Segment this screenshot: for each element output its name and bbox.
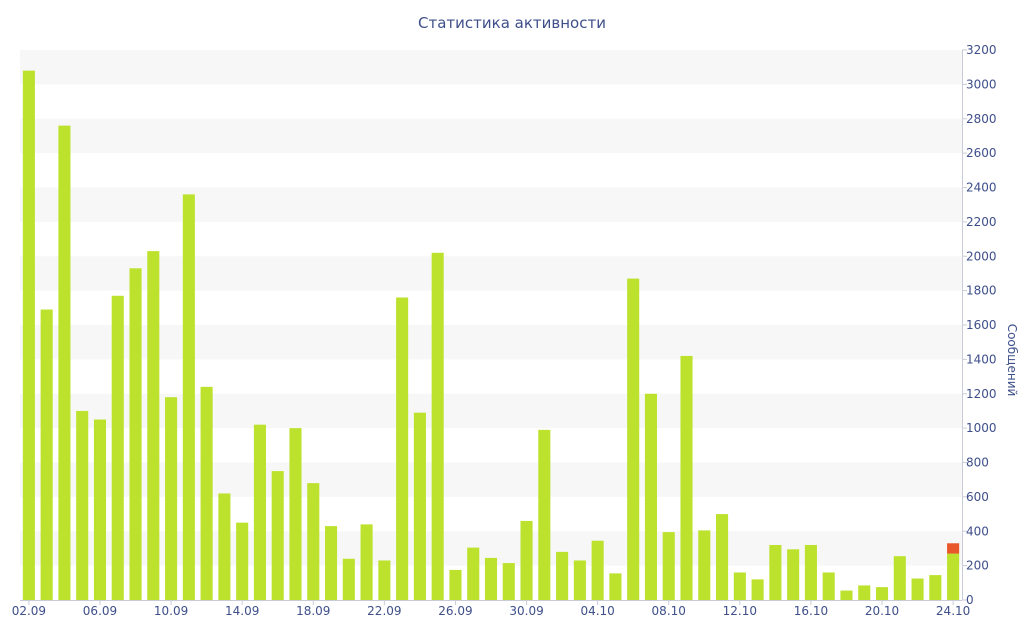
bar: [609, 573, 622, 600]
bar: [236, 522, 249, 600]
bar: [644, 393, 658, 600]
bar: [947, 553, 960, 600]
bar: [556, 551, 569, 600]
x-tick-label: 06.09: [83, 604, 117, 618]
bar: [573, 560, 586, 600]
y-tick-label: 1000: [966, 421, 997, 435]
grid-band: [20, 118, 962, 154]
bar: [733, 572, 746, 600]
bar: [502, 563, 515, 600]
y-tick-label: 1400: [966, 352, 997, 366]
bar: [698, 530, 711, 600]
bar: [22, 70, 35, 600]
y-tick-label: 3200: [966, 43, 997, 57]
bar: [751, 579, 764, 600]
bar: [875, 587, 889, 600]
bar: [627, 278, 640, 600]
bar: [289, 428, 302, 600]
bar: [787, 549, 800, 600]
bar: [929, 575, 942, 600]
bar: [520, 520, 533, 600]
bar: [147, 251, 160, 600]
x-tick-label: 26.09: [438, 604, 472, 618]
y-tick-label: 1600: [966, 318, 997, 332]
bar: [360, 524, 373, 600]
y-tick-label: 2000: [966, 249, 997, 263]
bar: [182, 194, 195, 600]
bar: [413, 412, 426, 600]
bar: [840, 590, 853, 600]
x-tick-label: 14.09: [225, 604, 259, 618]
x-tick-label: 04.10: [580, 604, 614, 618]
y-tick-label: 3000: [966, 77, 997, 91]
bar: [538, 429, 551, 600]
x-tick-label: 20.10: [865, 604, 899, 618]
x-tick-label: 08.10: [652, 604, 686, 618]
bar: [378, 560, 391, 600]
bar: [431, 252, 444, 600]
bar: [662, 532, 675, 600]
bar: [769, 545, 782, 600]
bar: [218, 493, 231, 600]
bar: [858, 585, 871, 600]
grid-band: [20, 462, 962, 497]
chart-title: Статистика активности: [418, 14, 606, 32]
bar: [165, 397, 178, 600]
x-tick-label: 10.09: [154, 604, 188, 618]
bar: [716, 514, 729, 600]
x-tick-label: 30.09: [509, 604, 543, 618]
grid-band: [20, 187, 962, 222]
grid-band: [20, 256, 962, 291]
bar: [307, 483, 320, 600]
bar: [40, 309, 53, 600]
y-tick-label: 1800: [966, 284, 997, 298]
y-axis-title: Сообщений: [1005, 324, 1019, 397]
bar: [467, 547, 480, 600]
x-tick-label: 22.09: [367, 604, 401, 618]
y-tick-label: 800: [966, 456, 989, 470]
bar: [271, 471, 284, 600]
bar: [324, 526, 338, 600]
y-tick-label: 2600: [966, 146, 997, 160]
grid-band: [20, 393, 962, 429]
x-tick-label: 16.10: [794, 604, 828, 618]
bar: [680, 355, 693, 600]
y-tick-label: 400: [966, 524, 989, 538]
bar: [129, 268, 142, 600]
bar: [804, 545, 817, 600]
bar: [111, 295, 124, 600]
bar-highlight: [947, 543, 960, 554]
x-tick-label: 18.09: [296, 604, 330, 618]
y-tick-label: 1200: [966, 387, 997, 401]
grid-band: [20, 50, 962, 85]
bar: [484, 557, 498, 600]
y-tick-label: 0: [966, 593, 974, 607]
grid-band: [20, 325, 962, 360]
y-tick-label: 200: [966, 559, 989, 573]
y-tick-label: 2200: [966, 215, 997, 229]
bar: [200, 386, 213, 600]
bar: [58, 125, 71, 600]
bar: [253, 424, 266, 600]
bar: [396, 297, 409, 600]
bar: [591, 540, 604, 600]
x-tick-label: 12.10: [723, 604, 757, 618]
y-tick-label: 2800: [966, 112, 997, 126]
y-tick-label: 2400: [966, 181, 997, 195]
bar: [93, 419, 107, 600]
bar: [449, 569, 462, 600]
bar: [911, 578, 924, 600]
bar: [893, 556, 906, 600]
x-tick-label: 02.09: [12, 604, 46, 618]
bar: [342, 558, 355, 600]
y-tick-label: 600: [966, 490, 989, 504]
x-tick-label: 24.10: [936, 604, 970, 618]
bar: [76, 410, 89, 600]
bar: [822, 572, 835, 600]
